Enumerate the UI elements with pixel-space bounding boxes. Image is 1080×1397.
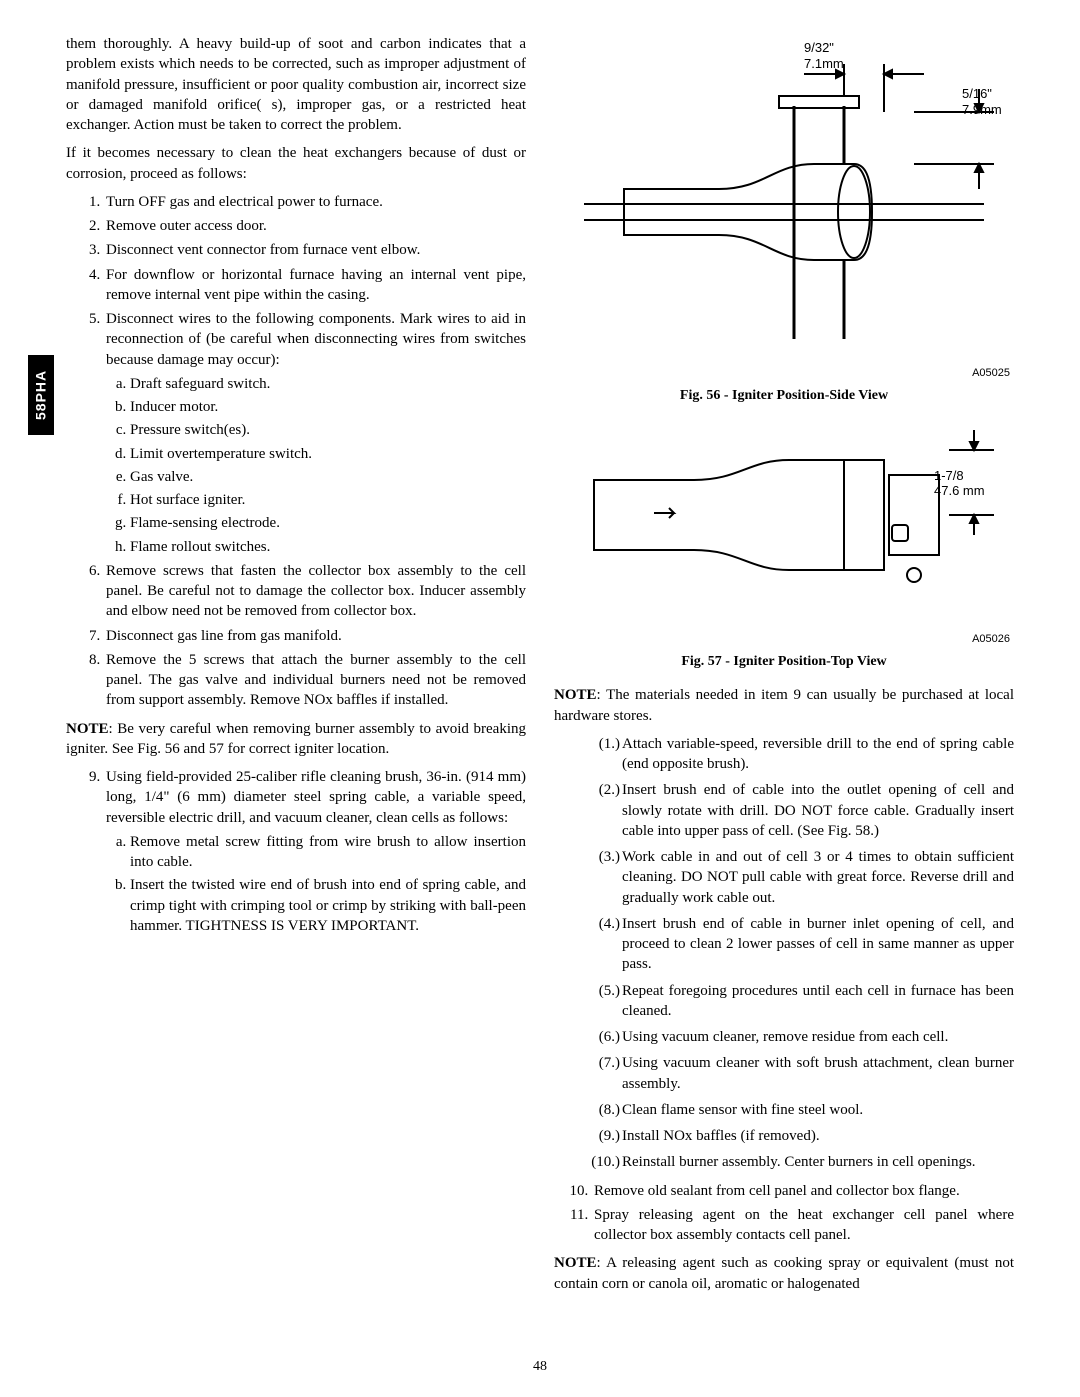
note-3-label: NOTE bbox=[554, 1255, 597, 1271]
step-9b: Insert the twisted wire end of brush int… bbox=[130, 875, 526, 936]
step-2: Remove outer access door. bbox=[104, 216, 526, 236]
procedure-list-cont-2: Remove old sealant from cell panel and c… bbox=[554, 1181, 1014, 1246]
step-5e: Gas valve. bbox=[130, 467, 526, 487]
fig56-dim2: 5/16"7.9mm bbox=[962, 86, 1002, 117]
step-5: Disconnect wires to the following compon… bbox=[104, 309, 526, 557]
note-3-text: : A releasing agent such as cooking spra… bbox=[554, 1255, 1014, 1291]
step-5d: Limit overtemperature switch. bbox=[130, 444, 526, 464]
step-5g: Flame-sensing electrode. bbox=[130, 513, 526, 533]
intro-para-1: them thoroughly. A heavy build-up of soo… bbox=[66, 34, 526, 135]
substep-3: (3.)Work cable in and out of cell 3 or 4… bbox=[622, 847, 1014, 908]
step-5-text: Disconnect wires to the following compon… bbox=[106, 311, 526, 368]
step-5b: Inducer motor. bbox=[130, 397, 526, 417]
fig56-caption: Fig. 56 - Igniter Position-Side View bbox=[554, 387, 1014, 406]
step-9a: Remove metal screw fitting from wire bru… bbox=[130, 832, 526, 873]
step-7: Disconnect gas line from gas manifold. bbox=[104, 626, 526, 646]
substep-9: (9.)Install NOx baffles (if removed). bbox=[622, 1126, 1014, 1146]
procedure-list: Turn OFF gas and electrical power to fur… bbox=[66, 192, 526, 711]
figure-57-svg bbox=[554, 420, 1014, 630]
page-number: 48 bbox=[0, 1358, 1080, 1377]
step-1: Turn OFF gas and electrical power to fur… bbox=[104, 192, 526, 212]
note-2: NOTE: The materials needed in item 9 can… bbox=[554, 685, 1014, 726]
step-9-sublist: Remove metal screw fitting from wire bru… bbox=[106, 832, 526, 936]
procedure-list-cont: Using field-provided 25-caliber rifle cl… bbox=[66, 767, 526, 936]
step-10: Remove old sealant from cell panel and c… bbox=[592, 1181, 1014, 1201]
fig57-dim1: 1-7/847.6 mm bbox=[934, 468, 985, 499]
step-8: Remove the 5 screws that attach the burn… bbox=[104, 650, 526, 711]
fig57-code: A05026 bbox=[554, 632, 1014, 647]
step-4: For downflow or horizontal furnace havin… bbox=[104, 265, 526, 306]
fig56-dim1: 9/32"7.1mm bbox=[804, 40, 844, 71]
step-11: Spray releasing agent on the heat exchan… bbox=[592, 1205, 1014, 1246]
note-1: NOTE: Be very careful when removing burn… bbox=[66, 719, 526, 760]
step-5-sublist: Draft safeguard switch. Inducer motor. P… bbox=[106, 374, 526, 557]
step-5h: Flame rollout switches. bbox=[130, 537, 526, 557]
substep-7: (7.) Using vacuum cleaner with soft brus… bbox=[622, 1053, 1014, 1094]
note-1-text: : Be very careful when removing burner a… bbox=[66, 721, 526, 757]
step-9: Using field-provided 25-caliber rifle cl… bbox=[104, 767, 526, 936]
step-5c: Pressure switch(es). bbox=[130, 420, 526, 440]
fig57-caption: Fig. 57 - Igniter Position-Top View bbox=[554, 653, 1014, 672]
figure-57: 1-7/847.6 mm bbox=[554, 420, 1014, 630]
substep-1: (1.)Attach variable-speed, reversible dr… bbox=[622, 734, 1014, 775]
sub-procedure-list: (1.)Attach variable-speed, reversible dr… bbox=[554, 734, 1014, 1173]
figure-56-svg bbox=[554, 34, 1014, 364]
step-6: Remove screws that fasten the collector … bbox=[104, 561, 526, 622]
left-column: them thoroughly. A heavy build-up of soo… bbox=[66, 34, 526, 1302]
intro-para-2: If it becomes necessary to clean the hea… bbox=[66, 143, 526, 184]
substep-2: (2.)Insert brush end of cable into the o… bbox=[622, 780, 1014, 841]
substep-5: (5.)Repeat foregoing procedures until ea… bbox=[622, 981, 1014, 1022]
note-2-label: NOTE bbox=[554, 687, 597, 703]
step-3: Disconnect vent connector from furnace v… bbox=[104, 240, 526, 260]
note-3: NOTE: A releasing agent such as cooking … bbox=[554, 1253, 1014, 1294]
note-1-label: NOTE bbox=[66, 721, 109, 737]
note-2-text: : The materials needed in item 9 can usu… bbox=[554, 687, 1014, 723]
substep-6: (6.)Using vacuum cleaner, remove residue… bbox=[622, 1027, 1014, 1047]
step-5a: Draft safeguard switch. bbox=[130, 374, 526, 394]
step-9-text: Using field-provided 25-caliber rifle cl… bbox=[106, 769, 526, 826]
substep-4: (4.)Insert brush end of cable in burner … bbox=[622, 914, 1014, 975]
side-tab: 58PHA bbox=[28, 355, 54, 435]
fig56-code: A05025 bbox=[554, 366, 1014, 381]
step-5f: Hot surface igniter. bbox=[130, 490, 526, 510]
substep-10: (10.)Reinstall burner assembly. Center b… bbox=[622, 1152, 1014, 1172]
right-column: 9/32"7.1mm 5/16"7.9mm A05025 Fig. 56 - I… bbox=[554, 34, 1014, 1302]
figure-56: 9/32"7.1mm 5/16"7.9mm bbox=[554, 34, 1014, 364]
two-column-layout: them thoroughly. A heavy build-up of soo… bbox=[66, 34, 1014, 1302]
substep-8: (8.)Clean flame sensor with fine steel w… bbox=[622, 1100, 1014, 1120]
